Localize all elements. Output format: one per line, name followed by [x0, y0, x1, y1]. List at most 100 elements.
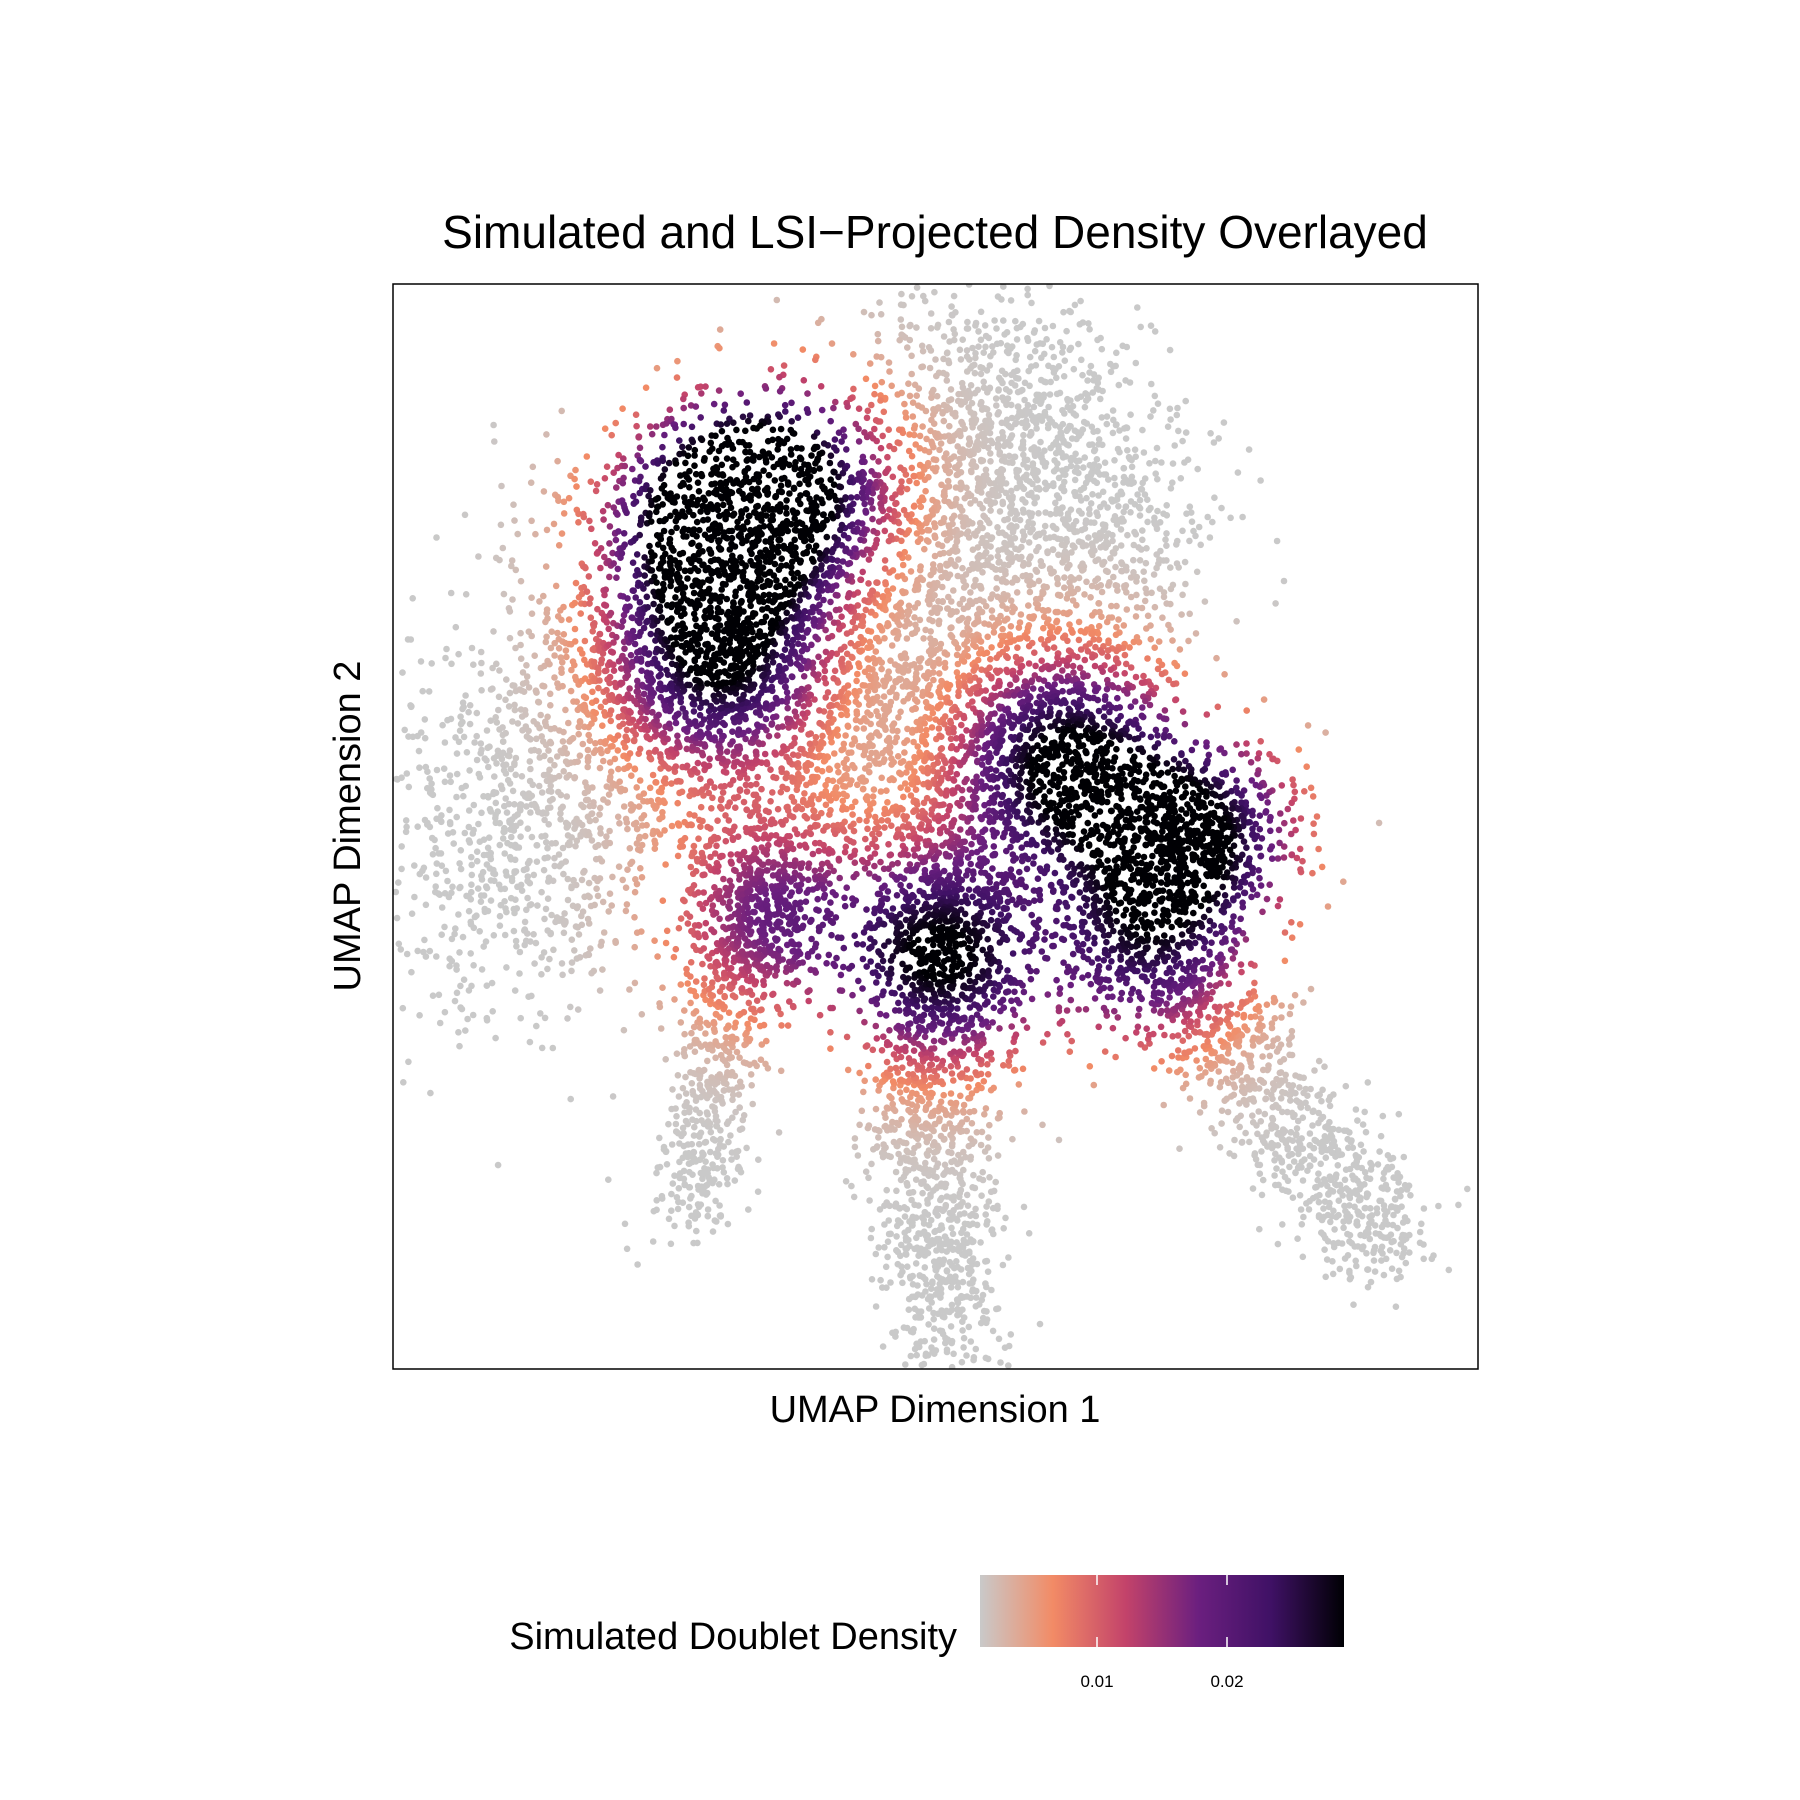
scatter-point: [953, 1258, 960, 1265]
scatter-point: [1163, 600, 1170, 607]
scatter-point: [690, 1148, 697, 1156]
scatter-point: [1202, 1069, 1209, 1076]
scatter-point: [1317, 1115, 1325, 1123]
scatter-point: [1299, 1177, 1307, 1184]
scatter-point: [1329, 1258, 1336, 1265]
scatter-point: [1120, 508, 1127, 516]
scatter-point: [1137, 323, 1144, 331]
scatter-point: [1060, 373, 1068, 380]
scatter-point: [1341, 1202, 1348, 1210]
scatter-point: [903, 1086, 910, 1094]
scatter-point: [777, 1067, 785, 1075]
scatter-point: [1329, 1270, 1337, 1278]
scatter-point: [1185, 637, 1192, 645]
scatter-point: [560, 510, 568, 517]
scatter-point: [1097, 395, 1104, 403]
scatter-point: [908, 1089, 916, 1097]
scatter-point: [906, 1242, 913, 1250]
scatter-point: [921, 1264, 929, 1271]
scatter-point: [1012, 317, 1019, 325]
scatter-point: [611, 755, 619, 763]
scatter-point: [1011, 515, 1019, 523]
scatter-point: [951, 464, 959, 471]
scatter-point: [564, 821, 572, 828]
scatter-point: [668, 1141, 676, 1148]
scatter-point: [1059, 454, 1067, 461]
scatter-point: [521, 707, 529, 714]
scatter-point: [1074, 395, 1081, 402]
scatter-point: [1122, 377, 1129, 384]
scatter-point: [874, 337, 882, 345]
scatter-point: [1097, 544, 1104, 551]
scatter-point: [399, 669, 406, 676]
scatter-point: [992, 1178, 999, 1186]
scatter-point: [1249, 1185, 1257, 1192]
scatter-point: [647, 797, 655, 805]
scatter-point: [438, 818, 445, 826]
scatter-point: [977, 336, 985, 344]
scatter-point: [1043, 336, 1050, 343]
scatter-point: [1167, 585, 1175, 593]
scatter-point: [1072, 450, 1079, 458]
scatter-point: [1279, 1088, 1286, 1096]
scatter-point: [624, 825, 631, 833]
scatter-point: [1302, 1085, 1309, 1093]
scatter-point: [459, 699, 467, 706]
scatter-point: [860, 308, 868, 316]
scatter-point: [930, 676, 937, 684]
scatter-point: [449, 829, 457, 836]
scatter-point: [964, 1264, 972, 1272]
scatter-point: [946, 549, 953, 557]
scatter-point: [1209, 518, 1216, 526]
scatter-point: [676, 1140, 683, 1147]
scatter-point: [933, 1205, 941, 1213]
scatter-point: [1120, 622, 1128, 629]
scatter-point: [1285, 1136, 1293, 1143]
scatter-point: [483, 727, 491, 734]
scatter-point: [541, 752, 548, 760]
scatter-point: [993, 325, 1000, 332]
scatter-point: [1315, 1198, 1323, 1206]
scatter-point: [544, 965, 551, 973]
scatter-point: [960, 1148, 967, 1156]
scatter-point: [1115, 616, 1122, 623]
scatter-point: [573, 698, 580, 705]
scatter-point: [527, 809, 534, 816]
scatter-point: [1047, 378, 1054, 386]
scatter-point: [890, 720, 898, 727]
scatter-point: [941, 1233, 949, 1240]
scatter-point: [562, 706, 569, 714]
scatter-point: [1116, 448, 1123, 456]
scatter-point: [442, 867, 450, 875]
scatter-point: [465, 823, 473, 831]
scatter-point: [565, 719, 572, 727]
scatter-point: [583, 453, 591, 460]
scatter-point: [1025, 491, 1032, 499]
scatter-point: [1088, 612, 1096, 619]
scatter-point: [884, 587, 891, 595]
scatter-point: [936, 562, 944, 570]
scatter-point: [486, 805, 494, 813]
scatter-point: [1124, 531, 1131, 539]
scatter-point: [1153, 564, 1160, 572]
scatter-point: [1151, 644, 1158, 651]
scatter-point: [527, 938, 534, 945]
scatter-point: [947, 624, 954, 632]
scatter-point: [422, 901, 430, 909]
scatter-point: [757, 1056, 765, 1063]
scatter-point: [1015, 1081, 1023, 1088]
scatter-point: [575, 730, 582, 738]
scatter-point: [452, 623, 460, 631]
scatter-point: [970, 583, 978, 590]
scatter-point: [980, 384, 988, 392]
scatter-point: [978, 1192, 985, 1199]
scatter-point: [1035, 510, 1042, 517]
scatter-point: [996, 508, 1004, 515]
scatter-point: [477, 740, 485, 747]
scatter-point: [928, 1285, 935, 1292]
scatter-point: [509, 596, 516, 603]
scatter-point: [1342, 1207, 1349, 1215]
scatter-point: [456, 727, 464, 734]
scatter-point: [1192, 630, 1200, 637]
scatter-point: [1112, 421, 1120, 429]
